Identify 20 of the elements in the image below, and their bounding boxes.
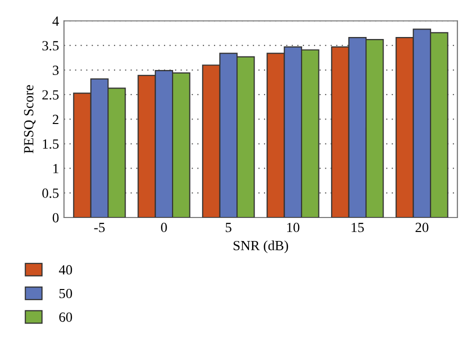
x-tick-label: 0 [161,222,167,232]
legend-label: 50 [59,288,72,298]
y-tick-label: 2.5 [42,90,59,100]
x-tick-label: 10 [287,222,300,232]
legend-label: 60 [59,312,72,322]
x-tick-label: -5 [94,222,105,232]
y-tick-label: 3.5 [42,41,59,50]
y-tick-label: 4 [52,16,59,26]
y-tick-label: 1.5 [42,139,59,149]
y-tick-label: 2 [52,114,58,124]
x-axis-title: SNR (dB) [234,240,288,254]
y-tick-label: 0.5 [42,188,59,198]
x-tick-label: 15 [352,222,364,232]
x-tick-label: 5 [226,222,232,232]
y-tick-label: 3 [52,66,59,75]
x-tick-label: 20 [416,222,428,232]
y-tick-label: 1 [53,164,58,174]
y-axis-title: PESQ Score [24,85,36,154]
legend-label: 40 [58,265,72,275]
y-tick-label: 0 [52,213,59,222]
